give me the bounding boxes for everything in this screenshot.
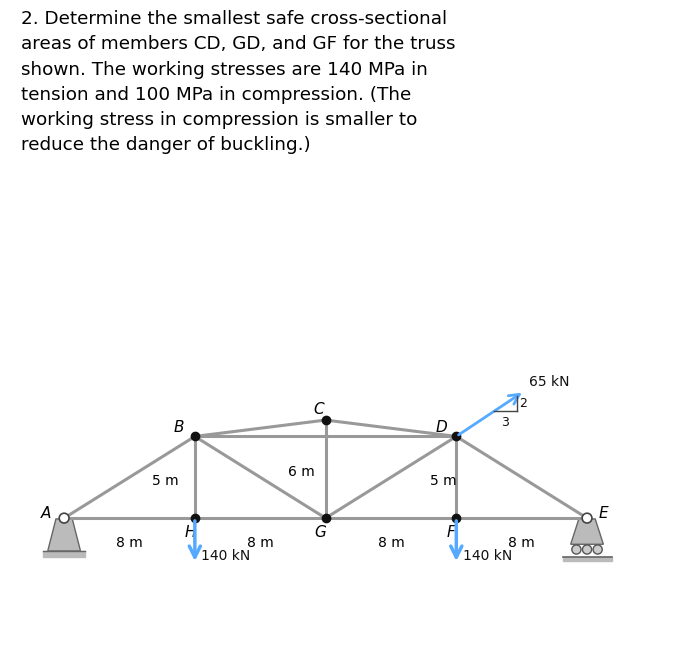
Circle shape — [582, 513, 592, 523]
Text: 140 kN: 140 kN — [201, 549, 251, 563]
Circle shape — [572, 545, 581, 554]
Polygon shape — [43, 551, 85, 556]
Text: F: F — [447, 524, 456, 540]
Text: C: C — [313, 402, 325, 417]
Text: 6 m: 6 m — [288, 465, 314, 479]
Text: D: D — [436, 420, 448, 435]
Text: 2. Determine the smallest safe cross-sectional
areas of members CD, GD, and GF f: 2. Determine the smallest safe cross-sec… — [21, 10, 455, 154]
Circle shape — [593, 545, 602, 554]
Text: 5 m: 5 m — [152, 473, 179, 487]
Text: 5 m: 5 m — [430, 473, 457, 487]
Text: 8 m: 8 m — [509, 536, 535, 550]
Text: B: B — [173, 420, 184, 435]
Text: 8 m: 8 m — [116, 536, 143, 550]
Text: G: G — [315, 524, 327, 540]
Polygon shape — [563, 556, 612, 562]
Text: 3: 3 — [501, 416, 509, 428]
Text: A: A — [41, 506, 51, 520]
Text: E: E — [599, 506, 608, 520]
Circle shape — [583, 545, 592, 554]
Text: H: H — [184, 524, 196, 540]
Text: 2: 2 — [519, 397, 527, 410]
Polygon shape — [571, 519, 603, 544]
Text: 8 m: 8 m — [247, 536, 273, 550]
Text: 65 kN: 65 kN — [529, 375, 570, 389]
Polygon shape — [48, 519, 80, 551]
Text: 8 m: 8 m — [378, 536, 404, 550]
Text: 140 kN: 140 kN — [463, 549, 512, 563]
Circle shape — [60, 513, 69, 523]
